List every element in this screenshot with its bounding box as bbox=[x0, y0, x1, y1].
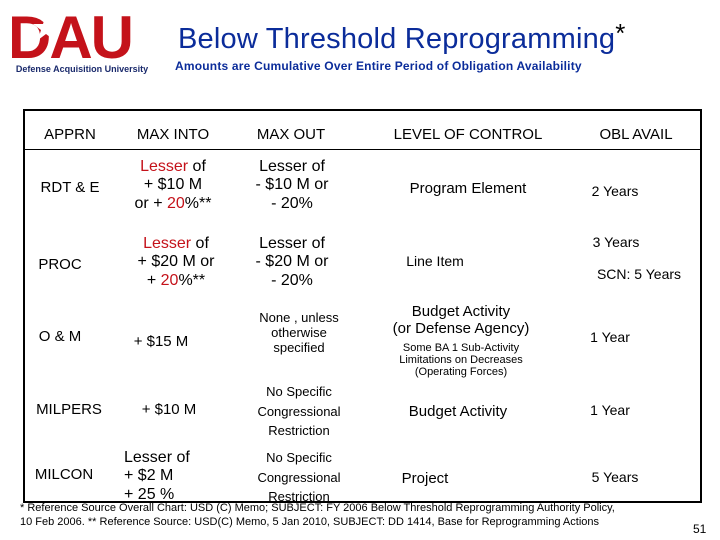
out-line3: - 20% bbox=[271, 194, 313, 212]
row-milcon-control: Project bbox=[401, 470, 449, 487]
row-milpers-apprn: MILPERS bbox=[36, 401, 102, 418]
row-milpers-max-out: No Specific Congressional Restriction bbox=[238, 382, 360, 441]
page-subtitle: Amounts are Cumulative Over Entire Perio… bbox=[175, 59, 582, 73]
logo-caption: Defense Acquisition University bbox=[15, 64, 149, 74]
row-proc-apprn: PROC bbox=[38, 256, 82, 273]
out-line1: No Specific bbox=[266, 450, 332, 465]
page-title: Below Threshold Reprogramming* bbox=[178, 18, 718, 56]
out-line1: Lesser of bbox=[259, 235, 325, 252]
row-milcon-max-into: Lesser of + $2 M + 25 % bbox=[124, 449, 224, 504]
page-number: 51 bbox=[693, 522, 707, 536]
highlight-text: Lesser bbox=[143, 235, 192, 252]
row-om-max-into: + $15 M bbox=[133, 333, 189, 350]
highlight-text: Lesser bbox=[140, 158, 189, 175]
row-proc-max-into: Lesser of + $20 M or + 20%** bbox=[114, 235, 238, 290]
reprogramming-table bbox=[23, 109, 702, 503]
row-rdte-apprn: RDT & E bbox=[40, 179, 100, 196]
out-line2: otherwise bbox=[271, 324, 327, 340]
col-header-level-of-control: LEVEL OF CONTROL bbox=[393, 126, 543, 143]
row-milcon-apprn: MILCON bbox=[34, 466, 94, 483]
into-line3b: %** bbox=[184, 194, 212, 212]
highlight-text: 20 bbox=[160, 271, 179, 289]
into-line2: + $10 M bbox=[143, 176, 203, 194]
row-proc-avail: 3 Years bbox=[592, 234, 640, 250]
out-line2: - $10 M or bbox=[255, 176, 329, 194]
col-header-max-into: MAX INTO bbox=[136, 126, 210, 143]
reference-footnote: * Reference Source Overall Chart: USD (C… bbox=[20, 502, 680, 530]
row-om-apprn: O & M bbox=[38, 328, 82, 345]
logo-letters: DAU bbox=[8, 6, 132, 64]
out-line2: Congressional bbox=[257, 403, 341, 419]
control-note-line1: Some BA 1 Sub-Activity bbox=[402, 342, 520, 354]
footnote-line1: * Reference Source Overall Chart: USD (C… bbox=[20, 502, 615, 514]
into-line3a: + bbox=[146, 271, 161, 289]
footnote-line2: 10 Feb 2006. ** Reference Source: USD(C)… bbox=[20, 515, 599, 528]
out-line3: Restriction bbox=[268, 489, 330, 504]
title-text: Below Threshold Reprogramming bbox=[178, 23, 616, 55]
row-rdte-max-into: Lesser of + $10 M or + 20%** bbox=[112, 158, 234, 213]
into-line1: of bbox=[191, 235, 209, 252]
into-line1: Lesser of bbox=[124, 449, 190, 466]
table-header-divider bbox=[23, 149, 702, 150]
into-line1: of bbox=[188, 158, 206, 175]
out-line2: Congressional bbox=[257, 469, 341, 485]
row-milpers-max-into: + $10 M bbox=[141, 401, 197, 418]
into-line3b: %** bbox=[178, 271, 206, 289]
dau-logo-mark: DAU bbox=[6, 4, 158, 71]
col-header-max-out: MAX OUT bbox=[256, 126, 326, 143]
col-header-apprn: APPRN bbox=[44, 126, 96, 143]
row-om-control-note: Some BA 1 Sub-Activity Limitations on De… bbox=[366, 342, 556, 378]
into-line2: + $20 M or bbox=[137, 253, 215, 271]
row-proc-control: Line Item bbox=[406, 253, 464, 269]
into-line3: + 25 % bbox=[124, 485, 175, 503]
col-header-obl-avail: OBL AVAIL bbox=[599, 126, 673, 143]
out-line1: No Specific bbox=[266, 384, 332, 399]
control-line1: Budget Activity bbox=[411, 303, 511, 320]
row-milcon-max-out: No Specific Congressional Restriction bbox=[238, 448, 360, 507]
out-line3: - 20% bbox=[271, 271, 313, 289]
row-rdte-max-out: Lesser of - $10 M or - 20% bbox=[236, 158, 348, 213]
row-rdte-control: Program Element bbox=[409, 180, 527, 197]
title-footnote-mark: * bbox=[615, 18, 626, 48]
logo-star-icon bbox=[33, 14, 59, 40]
row-milpers-control: Budget Activity bbox=[408, 403, 508, 420]
into-line2: + $2 M bbox=[124, 467, 174, 485]
row-om-control: Budget Activity (or Defense Agency) bbox=[366, 303, 556, 338]
row-milcon-avail: 5 Years bbox=[591, 469, 639, 485]
control-line2: (or Defense Agency) bbox=[392, 320, 530, 338]
row-om-avail: 1 Year bbox=[590, 329, 630, 345]
out-line2: - $20 M or bbox=[255, 253, 329, 271]
control-note-line3: (Operating Forces) bbox=[414, 366, 508, 379]
row-om-max-out: None , unless otherwise specified bbox=[238, 310, 360, 356]
dau-logo: DAU Defense Acquisition University bbox=[6, 4, 158, 78]
out-line3: specified bbox=[273, 339, 325, 355]
row-rdte-avail: 2 Years bbox=[591, 183, 639, 199]
into-line3a: or + bbox=[134, 194, 167, 212]
out-line3: Restriction bbox=[268, 423, 330, 438]
row-proc-max-out: Lesser of - $20 M or - 20% bbox=[236, 235, 348, 290]
out-line1: None , unless bbox=[259, 310, 339, 325]
row-milpers-avail: 1 Year bbox=[590, 402, 630, 418]
control-note-line2: Limitations on Decreases bbox=[399, 354, 523, 367]
out-line1: Lesser of bbox=[259, 158, 325, 175]
row-proc-avail-scn: SCN: 5 Years bbox=[596, 266, 682, 282]
highlight-text: 20 bbox=[166, 194, 185, 212]
